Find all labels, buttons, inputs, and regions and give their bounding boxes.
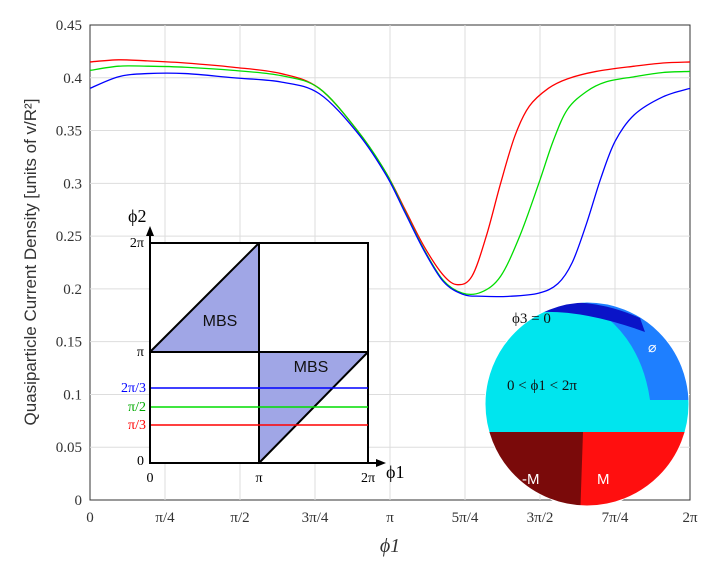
sphere-phi-icon: ⌀ — [648, 341, 656, 356]
x-tick-label: 3π/4 — [302, 510, 329, 526]
inset-x-arrow — [376, 459, 386, 467]
inset-ytick-0: 0 — [137, 454, 144, 469]
y-tick-label: 0.45 — [56, 18, 82, 34]
inset-ytick-pi: π — [137, 345, 144, 360]
y-tick-label: 0.35 — [56, 124, 82, 140]
y-tick-label: 0.1 — [63, 387, 82, 403]
x-tick-label: π — [386, 510, 394, 526]
inset-y-axis-label: ϕ2 — [128, 206, 146, 226]
y-tick-label: 0.3 — [63, 176, 82, 192]
inset-y-arrow — [146, 226, 154, 236]
sphere-outline — [484, 301, 690, 507]
y-tick-label: 0 — [75, 493, 83, 509]
inset-xtick-2pi: 2π — [361, 471, 375, 486]
y-tick-label: 0.25 — [56, 229, 82, 245]
inset-ytick-2pi: 2π — [130, 236, 144, 251]
mbs-label-lower: MBS — [294, 359, 329, 376]
sphere-left-label: -M — [522, 471, 540, 488]
series-lines — [90, 59, 690, 298]
sphere-top-label: ϕ3 = 0 — [512, 311, 551, 327]
y-axis-label: Quasiparticle Current Density [units of … — [21, 99, 40, 426]
inset-line-label-pi2: π/2 — [128, 400, 146, 415]
boundary-line-upper — [149, 242, 260, 353]
y-tick-label: 0.05 — [56, 440, 82, 456]
series-line — [90, 72, 690, 298]
inset-phase-diagram: MBS MBS ϕ2 ϕ1 2π π 0 2π/3 π/2 π/3 0 π 2π — [121, 206, 404, 486]
y-tick-label: 0.2 — [63, 282, 82, 298]
inset-xtick-pi: π — [255, 471, 262, 486]
x-tick-label: 5π/4 — [452, 510, 479, 526]
x-axis-ticks: 0 π/4 π/2 3π/4 π 5π/4 3π/2 7π/4 2π — [86, 510, 698, 526]
x-tick-label: 2π — [682, 510, 698, 526]
y-tick-label: 0.4 — [63, 71, 82, 87]
x-tick-label: π/4 — [155, 510, 175, 526]
series-line — [90, 59, 690, 286]
y-axis-ticks: 0 0.05 0.1 0.15 0.2 0.25 0.3 0.35 0.4 0.45 — [56, 18, 83, 509]
x-tick-label: π/2 — [230, 510, 249, 526]
y-tick-label: 0.15 — [56, 335, 82, 351]
mbs-label-upper: MBS — [203, 313, 238, 330]
inset-line-label-2pi3: 2π/3 — [121, 381, 146, 396]
inset-line-label-pi3: π/3 — [128, 418, 146, 433]
x-tick-label: 0 — [86, 510, 94, 526]
sphere-right-label: M — [597, 471, 610, 488]
x-tick-label: 3π/2 — [527, 510, 554, 526]
sphere-middle-label: 0 < ϕ1 < 2π — [507, 378, 577, 394]
inset-xtick-0: 0 — [147, 471, 154, 486]
inset-x-axis-label: ϕ1 — [386, 462, 404, 482]
x-tick-label: 7π/4 — [602, 510, 629, 526]
sphere-top-cap — [540, 302, 645, 332]
x-axis-label: ϕ1 — [380, 535, 400, 557]
